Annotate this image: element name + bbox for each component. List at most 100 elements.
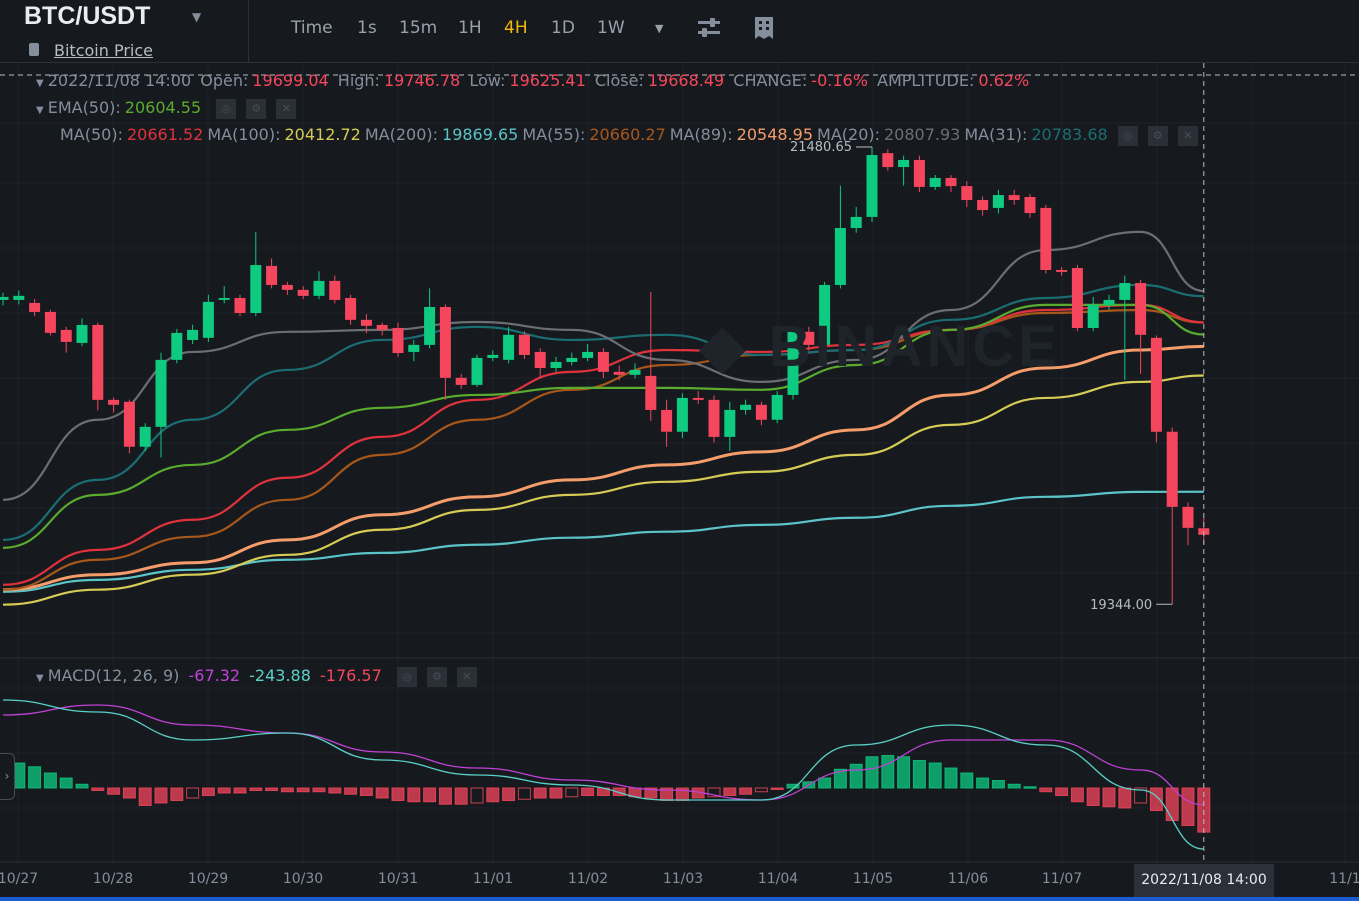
macd-histogram-bar xyxy=(122,787,136,799)
x-axis-label: 11/07 xyxy=(1041,871,1083,887)
candle-body xyxy=(218,298,230,300)
gear-icon[interactable]: ⚙ xyxy=(1147,125,1168,146)
x-axis-label: 11/05 xyxy=(852,871,894,887)
candle-body xyxy=(724,409,736,437)
close-icon[interactable]: ✕ xyxy=(1177,125,1198,146)
candle-body xyxy=(360,319,372,326)
candle-body xyxy=(139,426,151,447)
interval-1h[interactable]: 1H xyxy=(458,18,482,38)
candle-body xyxy=(929,177,941,187)
eye-icon[interactable]: ◎ xyxy=(1117,125,1138,146)
candle-body xyxy=(708,399,720,437)
gear-icon[interactable]: ⚙ xyxy=(426,666,447,687)
eye-icon[interactable]: ◎ xyxy=(396,666,417,687)
macd-histogram-bar xyxy=(186,787,200,799)
interval-1s[interactable]: 1s xyxy=(357,18,377,38)
candle-body xyxy=(13,295,25,300)
interval-15m[interactable]: 15m xyxy=(399,18,438,38)
candle-body xyxy=(234,298,246,313)
symbol-title[interactable]: BTC/USDT xyxy=(24,2,151,30)
price-chart[interactable]: 21480.65 19344.00 xyxy=(0,63,1359,897)
more-intervals-dropdown-icon[interactable]: ▼ xyxy=(655,22,664,35)
ma-value: 20412.72 xyxy=(284,125,361,144)
ma-value: 20548.95 xyxy=(736,125,814,144)
macd-histogram-bar xyxy=(391,787,405,801)
ma-value: 20783.68 xyxy=(1031,125,1108,144)
macd-histogram-bar xyxy=(849,763,863,789)
macd-histogram-bar xyxy=(28,766,42,789)
candle-body xyxy=(977,199,989,211)
candle-body xyxy=(1008,195,1020,200)
macd-line xyxy=(2,699,1204,850)
macd-hist-value: -176.57 xyxy=(320,666,382,685)
indicator-settings-icon[interactable] xyxy=(697,17,721,39)
macd-histogram-bar xyxy=(1165,787,1179,821)
macd-histogram-bar xyxy=(454,787,468,805)
candle-body xyxy=(803,331,815,345)
gear-icon[interactable]: ⚙ xyxy=(246,98,267,119)
depth-chart-icon[interactable] xyxy=(754,16,774,40)
macd-histogram-bar xyxy=(818,777,832,789)
macd-histogram-bar xyxy=(1102,787,1116,808)
candle-body xyxy=(534,351,546,368)
bottom-bar xyxy=(0,897,1359,901)
candle-body xyxy=(1166,431,1178,507)
macd-histogram-bar xyxy=(249,787,263,791)
macd-histogram-bar xyxy=(612,787,626,796)
interval-4h[interactable]: 4H xyxy=(504,18,528,38)
eye-icon[interactable]: ◎ xyxy=(216,98,237,119)
high-value: 19746.78 xyxy=(383,71,461,90)
macd-histogram-bar xyxy=(944,767,958,789)
interval-1w[interactable]: 1W xyxy=(597,18,625,38)
candle-body xyxy=(345,298,357,320)
macd-dif-value: -67.32 xyxy=(188,666,241,685)
macd-histogram-bar xyxy=(976,777,990,789)
close-icon[interactable]: ✕ xyxy=(276,98,297,119)
ma-label: MA(31): xyxy=(964,125,1028,144)
candle-body xyxy=(376,324,388,330)
collapse-caret-icon[interactable]: ▼ xyxy=(36,673,44,684)
ma-line-ma89 xyxy=(2,344,1204,592)
ma-line-ma50 xyxy=(2,303,1204,586)
macd-histogram-bar xyxy=(1149,787,1163,811)
macd-histogram-bar xyxy=(1023,786,1037,789)
candle-body xyxy=(0,296,9,300)
macd-histogram-bar xyxy=(1055,787,1069,796)
ma-label: MA(89): xyxy=(669,125,733,144)
macd-histogram-bar xyxy=(91,787,105,791)
macd-histogram-bar xyxy=(517,787,531,800)
close-label: Close: xyxy=(594,71,644,90)
candle-body xyxy=(1182,506,1194,528)
candle-body xyxy=(961,186,973,200)
macd-histogram-bar xyxy=(359,787,373,796)
candle-body xyxy=(1024,197,1036,214)
macd-histogram-bar xyxy=(344,787,358,795)
macd-histogram-bar xyxy=(960,772,974,789)
macd-histogram-bar xyxy=(312,787,326,793)
collapse-caret-icon[interactable]: ▼ xyxy=(36,78,44,89)
macd-histogram-bar xyxy=(375,787,389,799)
close-icon[interactable]: ✕ xyxy=(456,666,477,687)
candle-body xyxy=(202,301,214,338)
macd-histogram-bar xyxy=(1039,787,1053,793)
candle-body xyxy=(819,284,831,345)
macd-histogram-bar xyxy=(438,787,452,805)
candle-body xyxy=(108,399,120,405)
macd-histogram-bar xyxy=(739,787,753,795)
interval-1d[interactable]: 1D xyxy=(551,18,575,38)
macd-histogram-bar xyxy=(296,787,310,793)
open-value: 19699.04 xyxy=(252,71,329,90)
macd-histogram-bar xyxy=(833,768,847,789)
macd-histogram-bar xyxy=(581,787,595,796)
bitcoin-price-link[interactable]: Bitcoin Price xyxy=(54,41,153,60)
macd-histogram-bar xyxy=(407,787,421,803)
macd-histogram-bar xyxy=(75,783,89,789)
ma-label: MA(55): xyxy=(522,125,586,144)
candle-body xyxy=(424,306,436,345)
macd-legend: ▼ MACD(12, 26, 9) -67.32 -243.88 -176.57 … xyxy=(36,666,481,687)
ma-line-ma20 xyxy=(2,230,1204,501)
collapse-caret-icon[interactable]: ▼ xyxy=(36,105,44,116)
symbol-dropdown-icon[interactable]: ▼ xyxy=(192,10,202,24)
expand-panel-button[interactable]: › xyxy=(0,753,15,800)
interval-time[interactable]: Time xyxy=(291,18,333,38)
